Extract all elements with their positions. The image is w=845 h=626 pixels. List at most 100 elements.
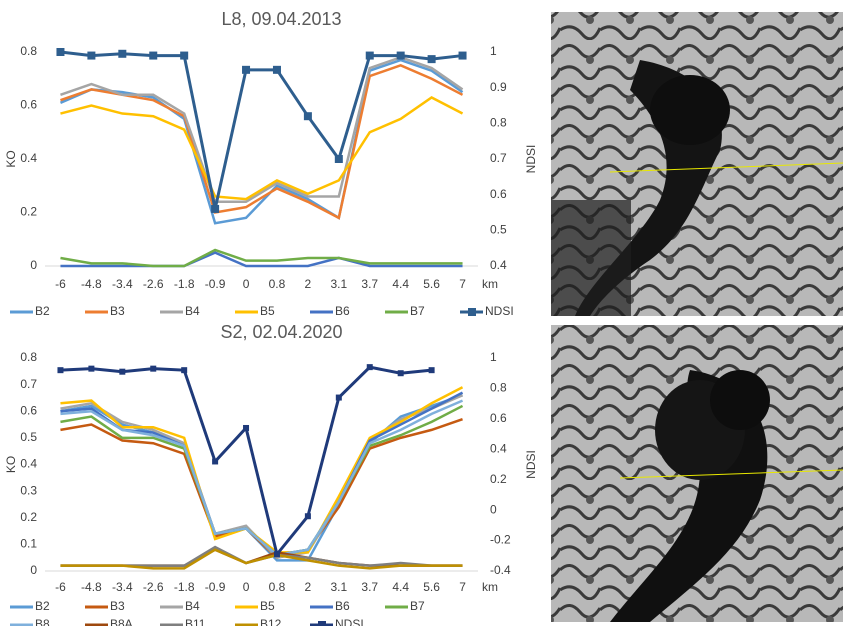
y2-tick-label: 0.6 xyxy=(490,411,507,425)
y-tick-label: 0.6 xyxy=(20,98,37,112)
y-tick-label: 0.6 xyxy=(20,403,37,417)
x-tick-label: -0.9 xyxy=(205,580,226,594)
series-marker xyxy=(274,551,280,557)
series-marker xyxy=(273,66,281,74)
x-tick-label: -2.6 xyxy=(143,277,164,291)
x-tick-label: 0.8 xyxy=(269,277,286,291)
y2-axis-label: NDSI xyxy=(524,145,538,174)
x-tick-label: 4.4 xyxy=(392,277,409,291)
series-marker xyxy=(242,66,250,74)
y2-tick-label: 0.6 xyxy=(490,187,507,201)
legend-label: B5 xyxy=(260,599,275,613)
satellite-image-1 xyxy=(551,12,843,316)
legend-label: NDSI xyxy=(485,304,514,318)
legend-label: B6 xyxy=(335,304,350,318)
legend-label: NDSI xyxy=(335,617,364,626)
chart-title: L8, 09.04.2013 xyxy=(221,9,341,29)
x-tick-label: 0 xyxy=(243,580,250,594)
series-marker xyxy=(211,205,219,213)
y-tick-label: 0.8 xyxy=(20,350,37,364)
legend-label: B3 xyxy=(110,599,125,613)
y2-tick-label: 0.5 xyxy=(490,223,507,237)
series-line xyxy=(60,52,462,209)
x-tick-label: 0 xyxy=(243,277,250,291)
legend-label: B2 xyxy=(35,599,50,613)
series-line xyxy=(60,550,462,569)
chart: L8, 09.04.201300.20.40.60.80.40.50.60.70… xyxy=(4,9,538,318)
legend-label: B7 xyxy=(410,599,425,613)
legend-label: B6 xyxy=(335,599,350,613)
series-marker xyxy=(57,367,63,373)
series-marker xyxy=(305,513,311,519)
y2-tick-label: 0.9 xyxy=(490,80,507,94)
series-marker xyxy=(149,52,157,60)
x-axis-label: km xyxy=(482,277,498,291)
x-tick-label: -3.4 xyxy=(112,277,133,291)
series-marker xyxy=(88,366,94,372)
y2-tick-label: 1 xyxy=(490,350,497,364)
y2-tick-label: -0.2 xyxy=(490,533,511,547)
y-axis-label: KO xyxy=(4,456,18,473)
series-line xyxy=(60,387,462,552)
x-tick-label: 3.7 xyxy=(361,580,378,594)
legend-label: B8A xyxy=(110,617,133,626)
legend-label: B11 xyxy=(185,617,206,626)
series-marker xyxy=(459,52,467,60)
series-marker xyxy=(119,369,125,375)
series-marker xyxy=(56,48,64,56)
legend-label: B12 xyxy=(260,617,282,626)
y-axis-label: KO xyxy=(4,150,18,167)
series-marker xyxy=(181,367,187,373)
y-tick-label: 0.7 xyxy=(20,377,37,391)
y2-tick-label: 1 xyxy=(490,44,497,58)
y-tick-label: 0.4 xyxy=(20,457,37,471)
x-tick-label: 3.1 xyxy=(330,277,347,291)
x-tick-label: -4.8 xyxy=(81,580,102,594)
y2-tick-label: 0.2 xyxy=(490,472,507,486)
legend-marker xyxy=(318,621,326,626)
x-tick-label: 2 xyxy=(305,580,312,594)
x-tick-label: -4.8 xyxy=(81,277,102,291)
series-line xyxy=(60,97,462,199)
y2-tick-label: 0.4 xyxy=(490,441,507,455)
y2-tick-label: -0.4 xyxy=(490,563,511,577)
y-tick-label: 0.3 xyxy=(20,483,37,497)
legend-label: B4 xyxy=(185,599,200,613)
series-marker xyxy=(118,50,126,58)
series-marker xyxy=(243,425,249,431)
legend-marker xyxy=(468,308,476,316)
x-tick-label: 3.7 xyxy=(361,277,378,291)
y2-tick-label: 0 xyxy=(490,502,497,516)
x-tick-label: -1.8 xyxy=(174,580,195,594)
y2-tick-label: 0.8 xyxy=(490,116,507,130)
series-marker xyxy=(150,366,156,372)
series-marker xyxy=(366,52,374,60)
x-tick-label: -1.8 xyxy=(174,277,195,291)
x-tick-label: 0.8 xyxy=(269,580,286,594)
y2-tick-label: 0.4 xyxy=(490,258,507,272)
page: {"chart_data": [ {"type": "line", "title… xyxy=(0,0,845,626)
series-line xyxy=(60,57,462,201)
series-line xyxy=(60,65,462,217)
x-tick-label: 4.4 xyxy=(392,580,409,594)
y-tick-label: 0.4 xyxy=(20,151,37,165)
legend-label: B7 xyxy=(410,304,425,318)
x-tick-label: 2 xyxy=(305,277,312,291)
y-tick-label: 0.2 xyxy=(20,510,37,524)
y2-tick-label: 0.7 xyxy=(490,151,507,165)
series-line xyxy=(60,250,462,266)
series-marker xyxy=(398,370,404,376)
satellite-image-2 xyxy=(551,325,843,622)
x-tick-label: -2.6 xyxy=(143,580,164,594)
series-marker xyxy=(304,112,312,120)
x-tick-label: -0.9 xyxy=(205,277,226,291)
y-tick-label: 0 xyxy=(30,563,37,577)
x-tick-label: -6 xyxy=(55,277,66,291)
series-marker xyxy=(367,364,373,370)
x-tick-label: -3.4 xyxy=(112,580,133,594)
series-marker xyxy=(87,52,95,60)
legend-label: B4 xyxy=(185,304,200,318)
y2-tick-label: 0.8 xyxy=(490,381,507,395)
figure: L8, 09.04.2013 0 0.2 0.4 0.6 0.8 0.4 0.5 0.6 0.7 0… xyxy=(0,0,845,626)
x-tick-label: 5.6 xyxy=(423,580,440,594)
